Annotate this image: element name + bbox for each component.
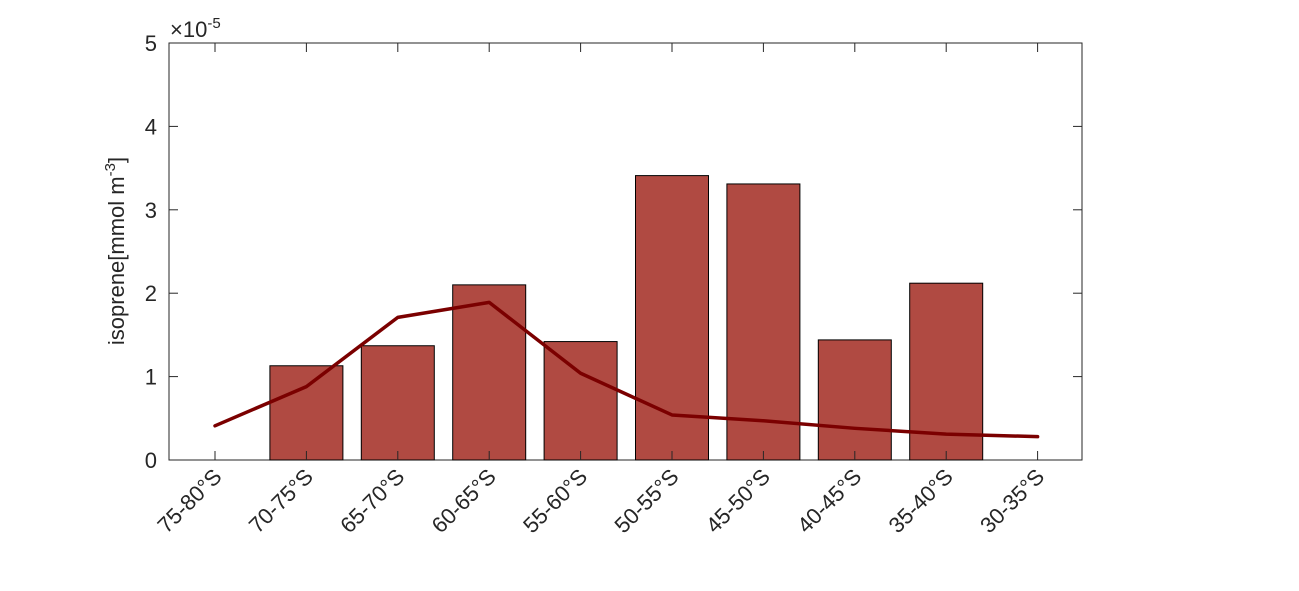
y-tick-label-1: 1	[145, 365, 157, 390]
y-axis: 0 1 2 3 4 5	[145, 31, 1082, 473]
x-tick-label-1: 70-75°S	[244, 464, 318, 538]
x-tick-label-7: 40-45°S	[792, 464, 866, 538]
y-tick-label-2: 2	[145, 281, 157, 306]
y-axis-label: isoprene[mmol m-3]	[102, 157, 129, 345]
bar-4	[543, 341, 618, 461]
x-tick-label-4: 55-60°S	[518, 464, 592, 538]
x-tick-label-9: 30-35°S	[975, 464, 1049, 538]
x-tick-label-8: 35-40°S	[884, 464, 958, 538]
x-tick-label-0: 75-80°S	[152, 464, 226, 538]
bar-5	[635, 175, 709, 461]
y-tick-label-4: 4	[145, 114, 157, 139]
y-tick-label-3: 3	[145, 198, 157, 223]
y-tick-label-0: 0	[145, 448, 157, 473]
x-tick-label-6: 45-50°S	[701, 464, 775, 538]
line-series-group	[213, 300, 1040, 439]
bar-7	[817, 339, 892, 461]
x-tick-label-3: 60-65°S	[427, 464, 501, 538]
line-series	[213, 300, 1040, 439]
x-tick-label-2: 65-70°S	[335, 464, 409, 538]
bars-group	[269, 175, 984, 461]
bar-1	[269, 365, 344, 461]
y-tick-label-5: 5	[145, 31, 157, 56]
bar-3	[452, 284, 527, 461]
x-tick-label-5: 50-55°S	[609, 464, 683, 538]
bar-2	[360, 345, 435, 461]
y-scale-factor: ×10-5	[170, 15, 221, 42]
